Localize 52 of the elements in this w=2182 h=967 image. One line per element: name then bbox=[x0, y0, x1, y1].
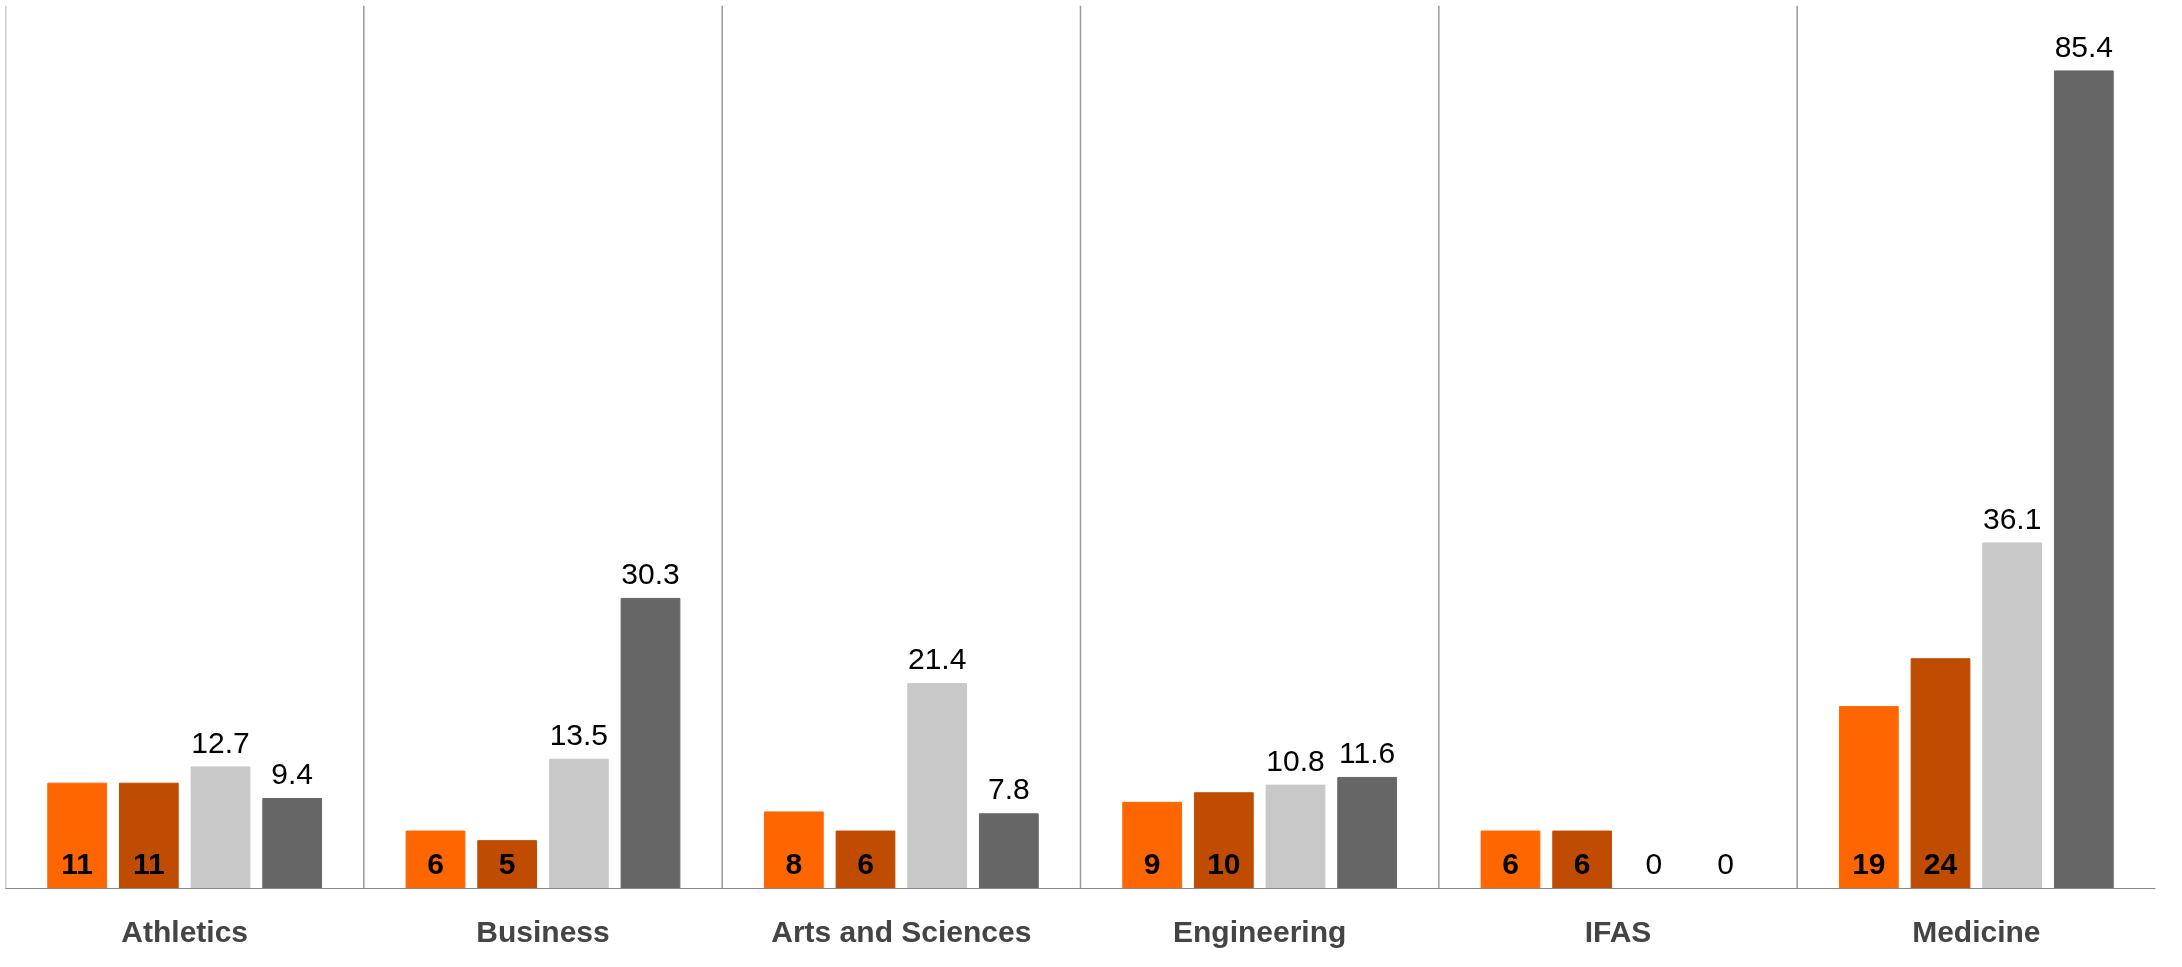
bar bbox=[907, 683, 968, 889]
data-label: 19 bbox=[1852, 847, 1886, 881]
x-tick-label: Business bbox=[476, 914, 610, 948]
data-label: 6 bbox=[1573, 847, 1591, 881]
data-label: 9.4 bbox=[271, 757, 314, 791]
bar bbox=[763, 811, 824, 889]
x-tick-label: Medicine bbox=[1912, 914, 2041, 948]
data-label: 21.4 bbox=[907, 642, 967, 676]
data-label: 5 bbox=[498, 847, 516, 881]
data-label: 10.8 bbox=[1266, 743, 1325, 777]
bar bbox=[1982, 542, 2043, 889]
bar bbox=[1910, 658, 1971, 889]
x-tick-label: IFAS bbox=[1584, 914, 1652, 948]
data-label: 7.8 bbox=[987, 772, 1030, 806]
data-label: 12.7 bbox=[191, 725, 250, 759]
bar bbox=[1838, 706, 1899, 889]
data-label: 11.6 bbox=[1339, 736, 1396, 770]
bar bbox=[1265, 784, 1326, 889]
data-label: 8 bbox=[785, 847, 803, 881]
bar bbox=[1552, 830, 1613, 889]
data-label: 85.4 bbox=[2054, 29, 2114, 63]
bar bbox=[1193, 792, 1254, 889]
data-label: 6 bbox=[427, 847, 444, 881]
data-label: 30.3 bbox=[621, 557, 680, 591]
bar bbox=[190, 766, 251, 889]
data-label: 24 bbox=[1923, 847, 1958, 881]
data-label: 0 bbox=[1645, 847, 1663, 881]
data-label: 6 bbox=[857, 847, 874, 881]
x-tick-label: Engineering bbox=[1172, 914, 1347, 948]
bar bbox=[620, 597, 681, 889]
data-label: 11 bbox=[61, 847, 94, 881]
data-label: 9 bbox=[1143, 847, 1161, 881]
data-label: 10 bbox=[1207, 847, 1241, 881]
x-tick-label: Athletics bbox=[121, 914, 249, 948]
data-label: 13.5 bbox=[549, 717, 609, 751]
bar bbox=[47, 782, 108, 889]
data-label: 36.1 bbox=[1982, 501, 2042, 535]
bar bbox=[477, 840, 538, 889]
bar bbox=[2053, 70, 2114, 889]
bar bbox=[405, 830, 466, 889]
data-label: 6 bbox=[1502, 847, 1519, 881]
bar bbox=[1122, 801, 1183, 889]
bar bbox=[118, 782, 179, 889]
bar bbox=[978, 813, 1039, 889]
bar bbox=[1480, 830, 1541, 889]
bar bbox=[835, 830, 896, 889]
bar bbox=[548, 758, 609, 889]
data-label: 0 bbox=[1717, 847, 1734, 881]
bar bbox=[1337, 776, 1398, 889]
x-tick-label: Arts and Sciences bbox=[771, 914, 1032, 948]
data-label: 11 bbox=[132, 847, 165, 881]
bar bbox=[262, 798, 323, 889]
